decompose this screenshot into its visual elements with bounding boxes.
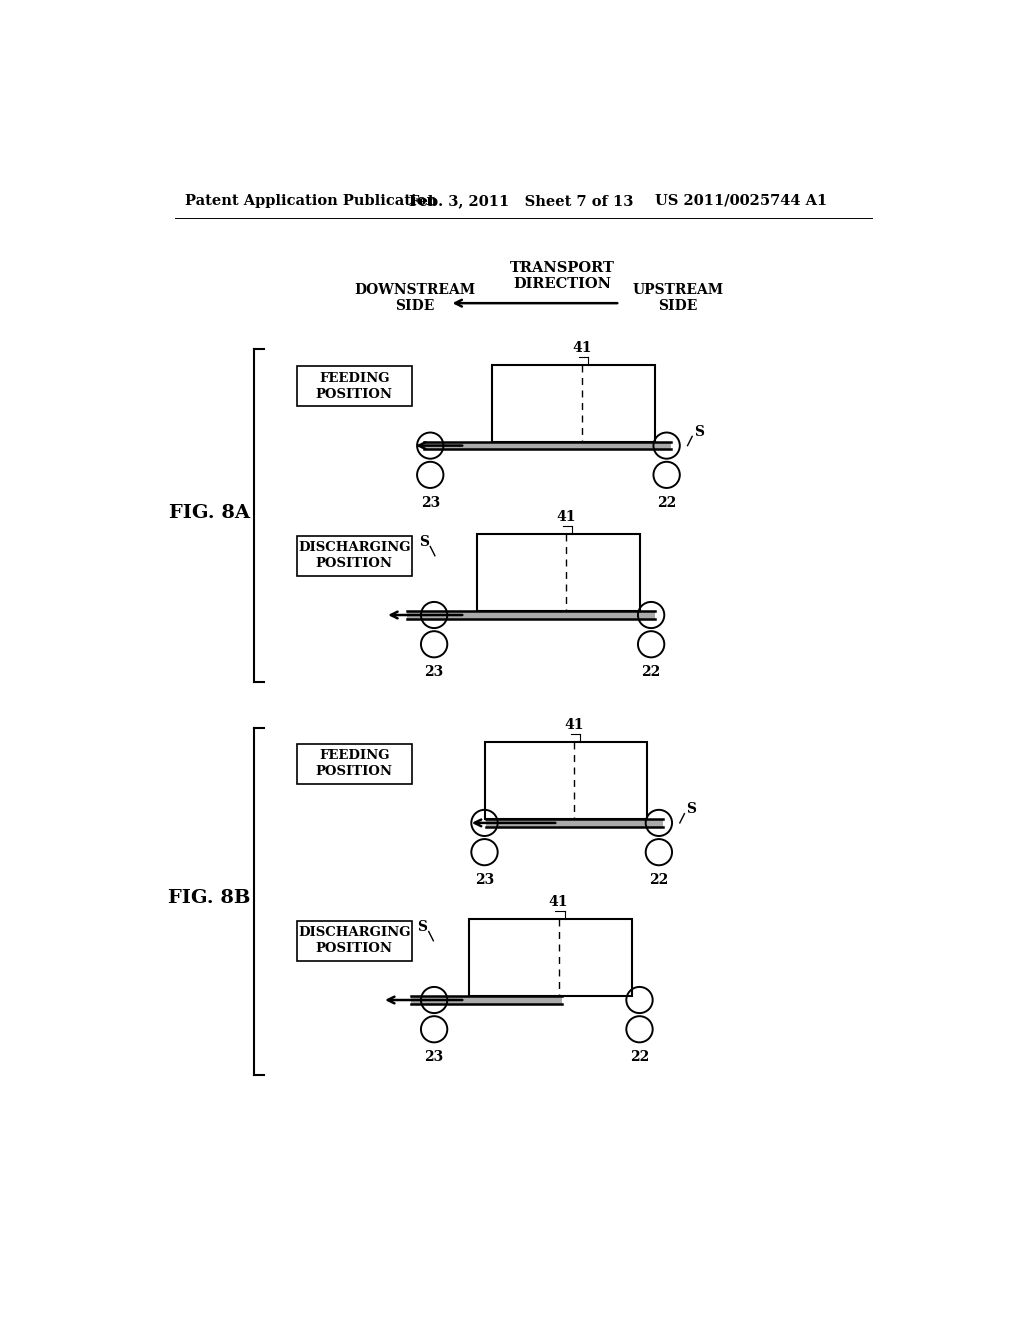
Text: 22: 22 <box>641 665 660 678</box>
Text: DISCHARGING
POSITION: DISCHARGING POSITION <box>298 927 411 956</box>
Text: 23: 23 <box>425 1051 443 1064</box>
Text: TRANSPORT
DIRECTION: TRANSPORT DIRECTION <box>510 261 614 290</box>
Text: 22: 22 <box>630 1051 649 1064</box>
Text: S: S <box>419 535 429 549</box>
Text: 41: 41 <box>556 511 577 524</box>
Text: 23: 23 <box>425 665 443 678</box>
Text: 41: 41 <box>564 718 584 733</box>
Text: 41: 41 <box>572 341 592 355</box>
Text: S: S <box>693 425 703 438</box>
Bar <box>469 919 632 997</box>
Bar <box>407 611 655 619</box>
Text: DOWNSTREAM
SIDE: DOWNSTREAM SIDE <box>354 282 475 313</box>
Bar <box>411 997 562 1003</box>
Text: FIG. 8B: FIG. 8B <box>168 888 251 907</box>
Bar <box>297 743 412 784</box>
Bar <box>493 364 655 442</box>
Text: S: S <box>417 920 427 933</box>
Text: 23: 23 <box>475 873 495 887</box>
Bar <box>297 921 412 961</box>
Text: 23: 23 <box>421 496 440 510</box>
Text: FEEDING
POSITION: FEEDING POSITION <box>315 750 393 777</box>
Bar <box>297 536 412 576</box>
Text: DISCHARGING
POSITION: DISCHARGING POSITION <box>298 541 411 570</box>
Text: UPSTREAM
SIDE: UPSTREAM SIDE <box>633 282 724 313</box>
Bar <box>486 818 663 826</box>
Text: S: S <box>686 803 696 816</box>
Text: 22: 22 <box>657 496 676 510</box>
Text: 41: 41 <box>549 895 568 909</box>
Bar <box>297 367 412 407</box>
Text: FEEDING
POSITION: FEEDING POSITION <box>315 372 393 401</box>
Bar <box>484 742 647 818</box>
Bar <box>477 535 640 611</box>
Text: 22: 22 <box>649 873 669 887</box>
Text: Feb. 3, 2011   Sheet 7 of 13: Feb. 3, 2011 Sheet 7 of 13 <box>410 194 634 207</box>
Text: FIG. 8A: FIG. 8A <box>169 504 250 521</box>
Text: US 2011/0025744 A1: US 2011/0025744 A1 <box>655 194 827 207</box>
Bar <box>424 442 671 449</box>
Text: Patent Application Publication: Patent Application Publication <box>184 194 436 207</box>
